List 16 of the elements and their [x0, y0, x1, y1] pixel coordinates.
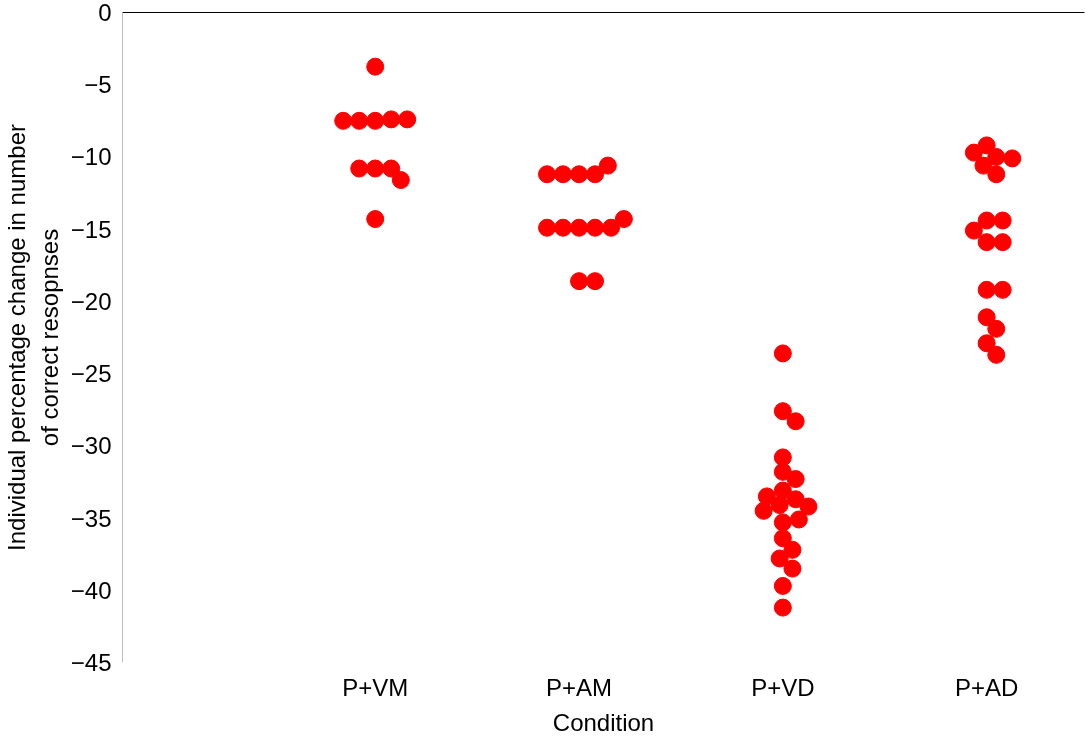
y-tick-label: −40 [70, 576, 112, 604]
y-tick-label: −25 [70, 360, 112, 388]
y-tick-label: −15 [70, 215, 112, 243]
y-tick-label: −20 [70, 287, 112, 315]
y-axis-title: Individual percentage change in number of correct resopnses [3, 124, 63, 551]
y-tick-label: −35 [70, 504, 112, 532]
y-tick-label: −45 [70, 649, 112, 676]
y-tick-label: −5 [84, 71, 112, 99]
y-tick-label: −10 [70, 143, 112, 171]
x-axis-title: Condition [552, 708, 655, 736]
x-tick-label: P+AD [954, 673, 1019, 701]
x-tick-label: P+VM [342, 673, 409, 701]
y-tick-label: −30 [70, 432, 112, 460]
x-tick-label: P+AM [546, 673, 613, 701]
y-tick-label: 0 [98, 0, 112, 26]
x-tick-label: P+VD [751, 673, 815, 701]
